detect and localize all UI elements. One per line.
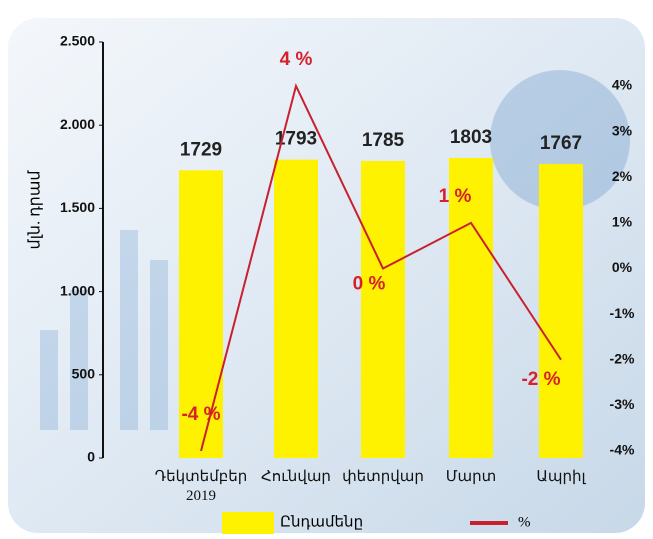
- x-tick-label: Ապրիլ: [513, 468, 609, 487]
- legend-label: %: [518, 514, 531, 530]
- y2-tick-label: 2%: [612, 168, 633, 184]
- bar: [361, 161, 405, 458]
- y-tick-label: 2.500: [60, 33, 95, 49]
- y-tick-label: 500: [72, 366, 96, 382]
- line-value-label: -2 %: [521, 369, 560, 390]
- x-tick-label: Մարտ: [423, 468, 519, 487]
- bar: [539, 164, 583, 458]
- y2-tick-label: -4%: [610, 442, 635, 458]
- x-tick-label: փետրվար: [335, 468, 431, 487]
- y-tick-label: 1.000: [60, 282, 95, 298]
- y2-tick-label: -3%: [610, 396, 635, 412]
- legend-label: Ընդամենը: [280, 514, 363, 530]
- x-tick-label: Դեկտեմբեր 2019: [153, 468, 249, 506]
- y2-tick-label: -2%: [610, 350, 635, 366]
- bar-value-label: 1785: [362, 130, 405, 151]
- y2-tick-label: 4%: [612, 77, 633, 93]
- y-tick-label: 0: [87, 449, 95, 465]
- x-tick-label: Հունվար: [248, 468, 344, 487]
- bar-value-label: 1803: [450, 127, 492, 148]
- bar-value-label: 1767: [540, 133, 582, 154]
- y-tick-label: 1.500: [60, 199, 95, 215]
- page: մլն. դրամ Ընդամենը % 0 500 1.000 1.500 2.000…: [0, 0, 653, 539]
- line-value-label: 1 %: [439, 186, 472, 207]
- y2-tick-label: -1%: [610, 305, 635, 321]
- chart: մլն. դրամ Ընդամենը % 0 500 1.000 1.500 2.000…: [0, 0, 653, 539]
- line-value-label: 0 %: [353, 274, 386, 295]
- bar-value-label: 1729: [180, 139, 222, 160]
- line-value-label: 4 %: [280, 49, 313, 70]
- bar: [274, 160, 318, 458]
- legend-swatch: [222, 512, 274, 534]
- y-tick-label: 2.000: [60, 116, 95, 132]
- y2-tick-label: 3%: [612, 122, 633, 138]
- y2-tick-label: 1%: [612, 214, 633, 230]
- y-axis-label: մլն. դրամ: [27, 170, 44, 250]
- line-value-label: -4 %: [181, 404, 220, 425]
- y2-tick-label: 0%: [612, 259, 633, 275]
